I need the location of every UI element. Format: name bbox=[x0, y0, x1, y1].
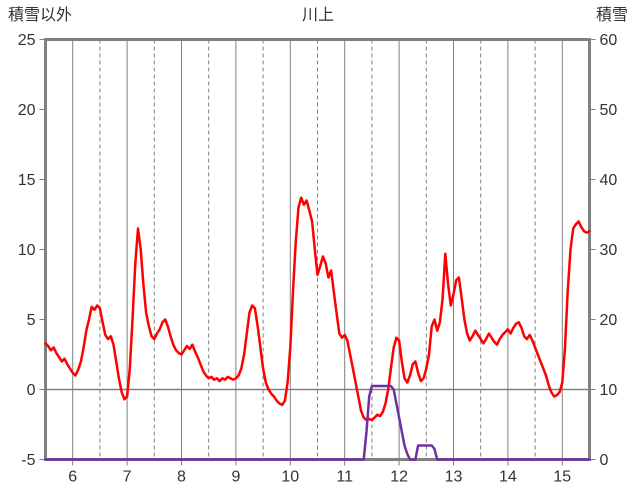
left-axis-tick-label: 10 bbox=[18, 242, 36, 259]
right-axis-title: 積雪 bbox=[595, 7, 628, 24]
x-axis-tick-label: 15 bbox=[553, 469, 571, 486]
left-axis-tick-label: -5 bbox=[21, 452, 35, 469]
right-axis-tick-label: 0 bbox=[600, 452, 609, 469]
red-series-line bbox=[44, 196, 591, 422]
x-axis-tick-label: 14 bbox=[499, 469, 517, 486]
x-axis-tick-label: 7 bbox=[123, 469, 132, 486]
chart-title: 川上 bbox=[301, 7, 335, 24]
right-axis-tick-label: 60 bbox=[600, 32, 618, 49]
x-axis-tick-label: 10 bbox=[281, 469, 299, 486]
right-axis-tick-label: 50 bbox=[600, 102, 618, 119]
right-axis-tick-label: 10 bbox=[600, 382, 618, 399]
x-axis-tick-label: 13 bbox=[445, 469, 463, 486]
right-axis-tick-label: 20 bbox=[600, 312, 618, 329]
x-axis-tick-label: 9 bbox=[231, 469, 240, 486]
x-axis-tick-label: 8 bbox=[177, 469, 186, 486]
x-axis-tick-label: 12 bbox=[390, 469, 408, 486]
x-axis-tick-label: 11 bbox=[336, 469, 353, 486]
purple-series-line bbox=[44, 384, 591, 461]
right-axis-tick-label: 30 bbox=[600, 242, 618, 259]
x-axis-tick-label: 6 bbox=[68, 469, 77, 486]
right-axis-tick-label: 40 bbox=[600, 172, 618, 189]
left-axis-tick-label: 20 bbox=[18, 102, 36, 119]
left-axis-tick-label: 25 bbox=[18, 32, 36, 49]
left-axis-tick-label: 15 bbox=[18, 172, 36, 189]
left-axis-tick-label: 0 bbox=[27, 382, 36, 399]
left-axis-tick-label: 5 bbox=[27, 312, 36, 329]
left-axis-title: 積雪以外 bbox=[8, 7, 73, 24]
